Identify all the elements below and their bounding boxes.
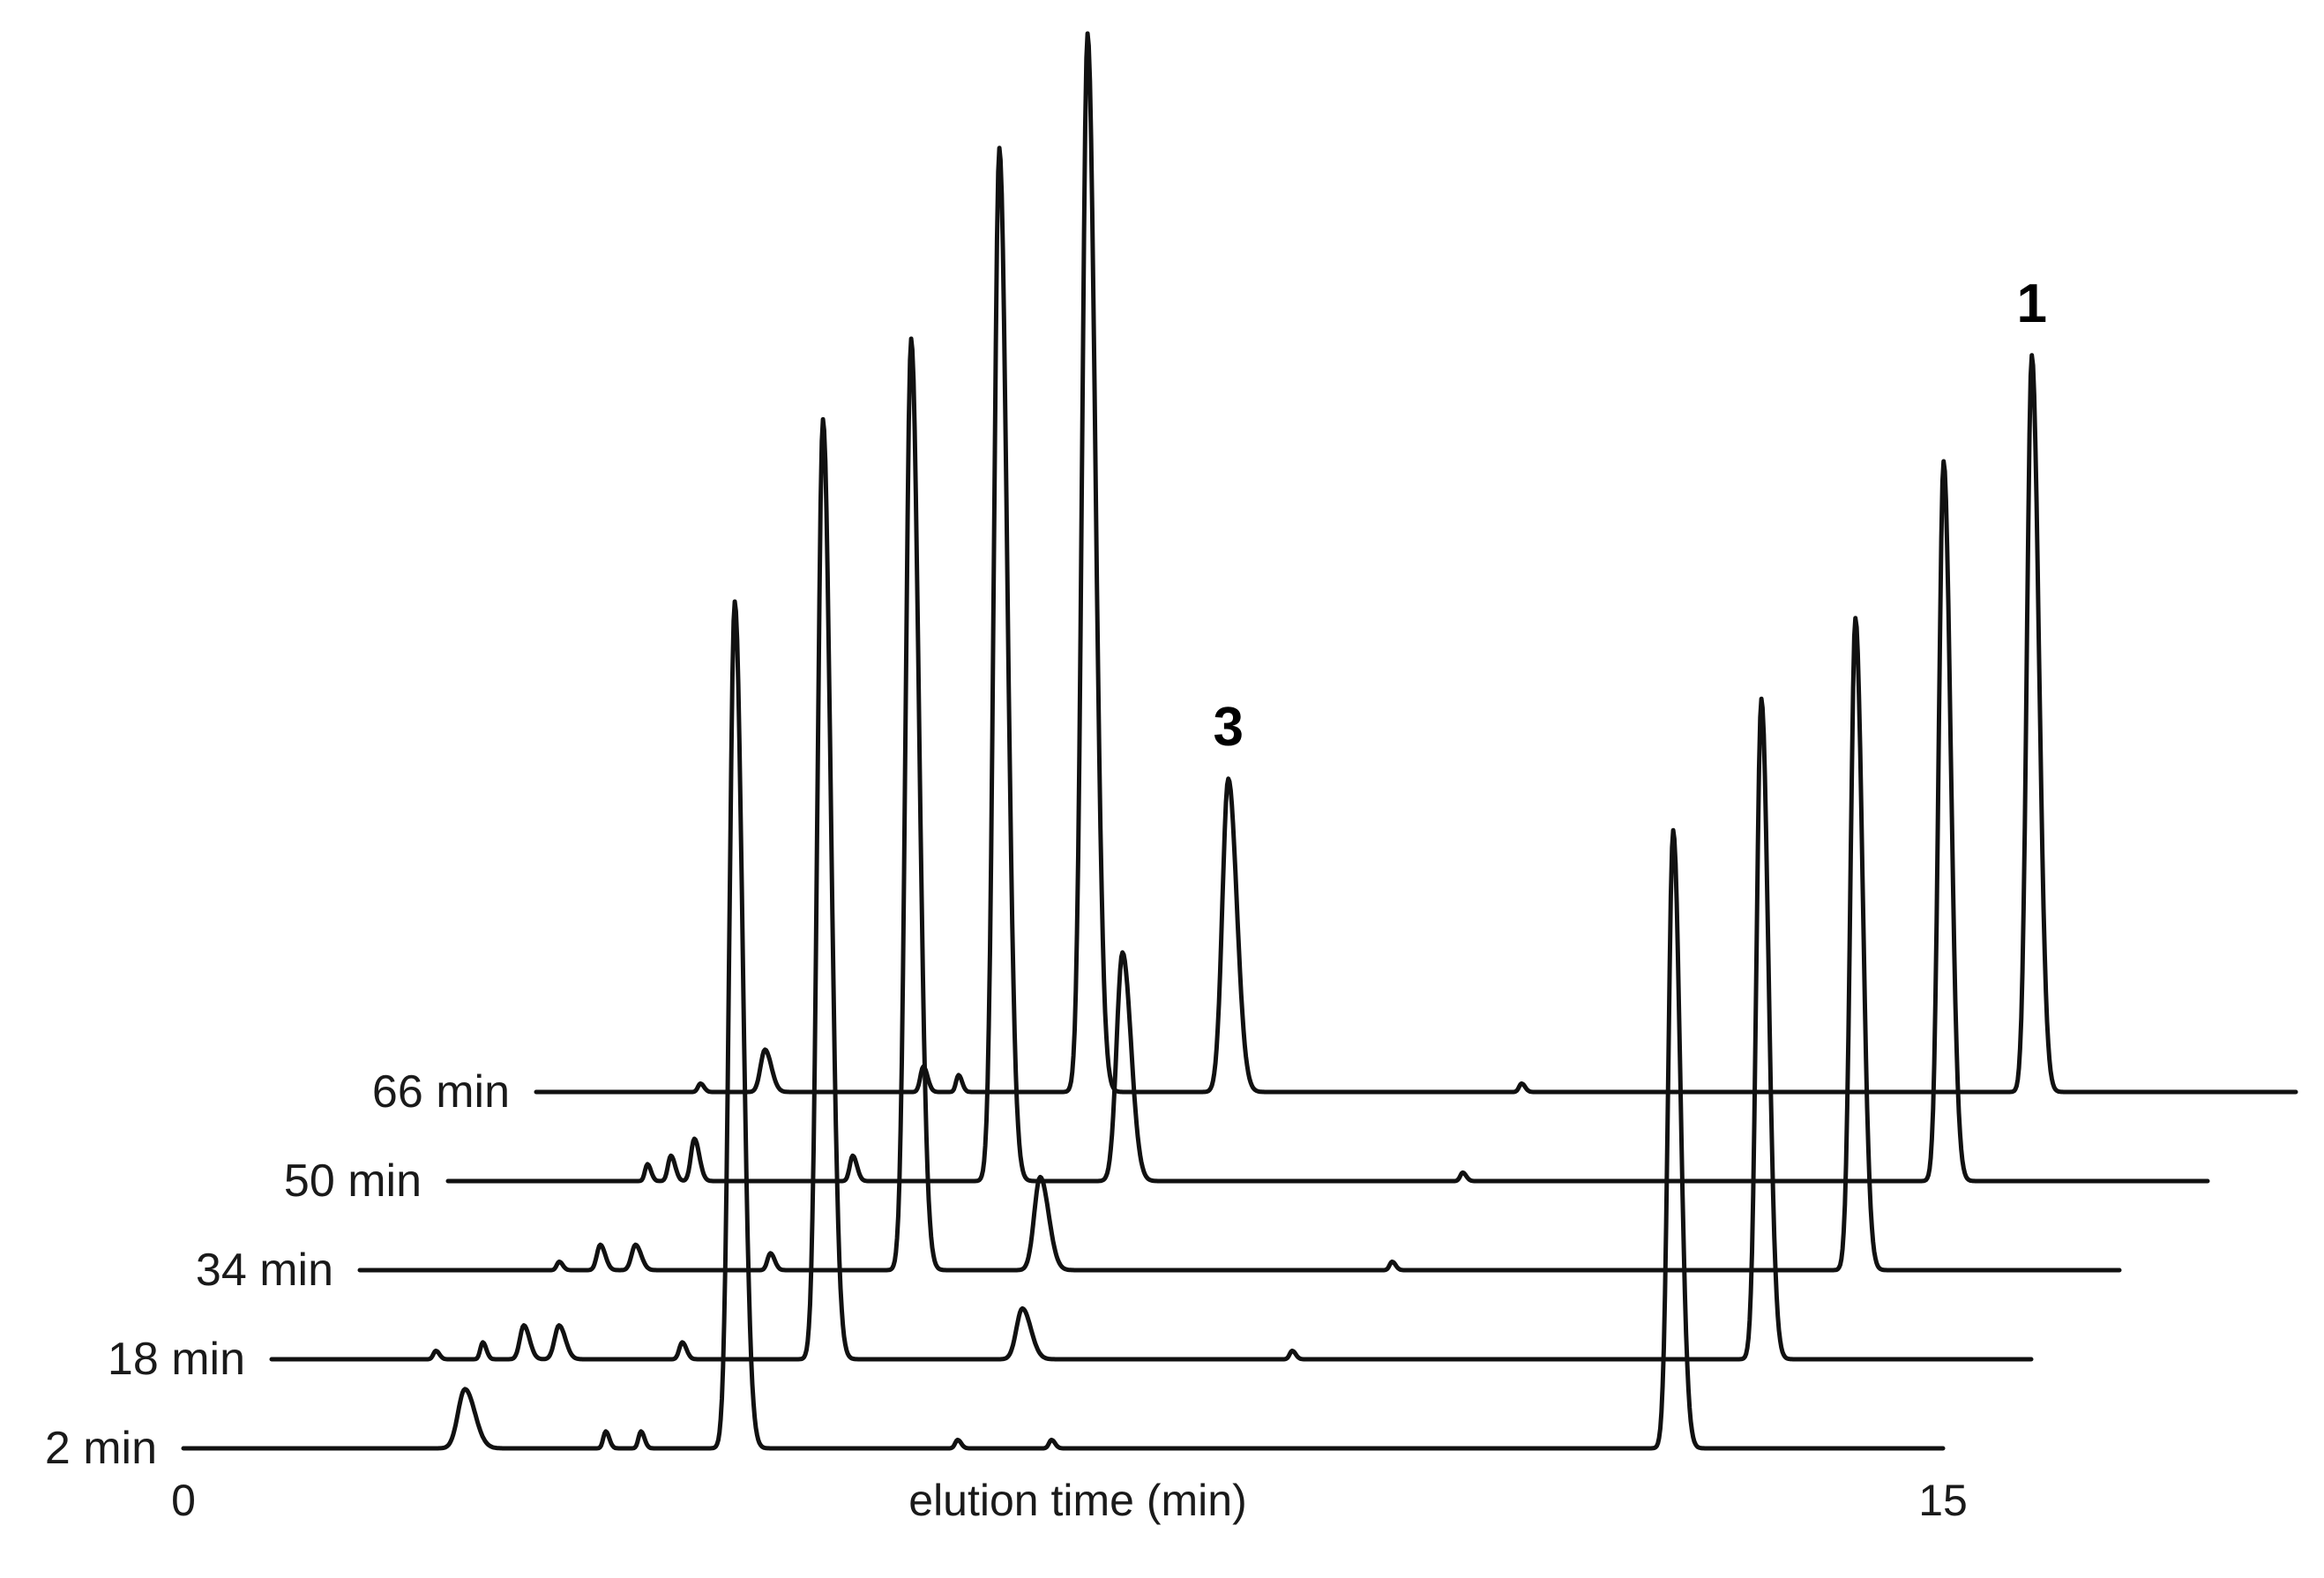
peak-label-1: 1	[2017, 273, 2047, 334]
trace-66-min	[534, 31, 2298, 1095]
x-axis-label: elution time (min)	[908, 1476, 1246, 1525]
trace-label-66-min: 66 min	[372, 1066, 510, 1118]
trace-2-min	[181, 599, 1946, 1451]
trace-label-group: 2 min 18 min 34 min 50 min 66 min	[45, 1066, 510, 1474]
trace-group	[181, 31, 2298, 1451]
trace-label-18-min: 18 min	[108, 1334, 245, 1385]
x-tick-label-start: 0	[171, 1476, 196, 1525]
peak-label-group: 2 3 1	[1072, 0, 2047, 758]
peak-label-2: 2	[1072, 0, 1102, 12]
peak-label-3: 3	[1213, 697, 1243, 758]
trace-34-min	[357, 336, 2122, 1273]
trace-18-min	[269, 416, 2034, 1362]
trace-50-min	[445, 146, 2210, 1184]
trace-label-50-min: 50 min	[284, 1155, 422, 1207]
x-tick-label-end: 15	[1918, 1476, 1968, 1525]
trace-label-2-min: 2 min	[45, 1423, 157, 1474]
trace-label-34-min: 34 min	[196, 1245, 333, 1296]
